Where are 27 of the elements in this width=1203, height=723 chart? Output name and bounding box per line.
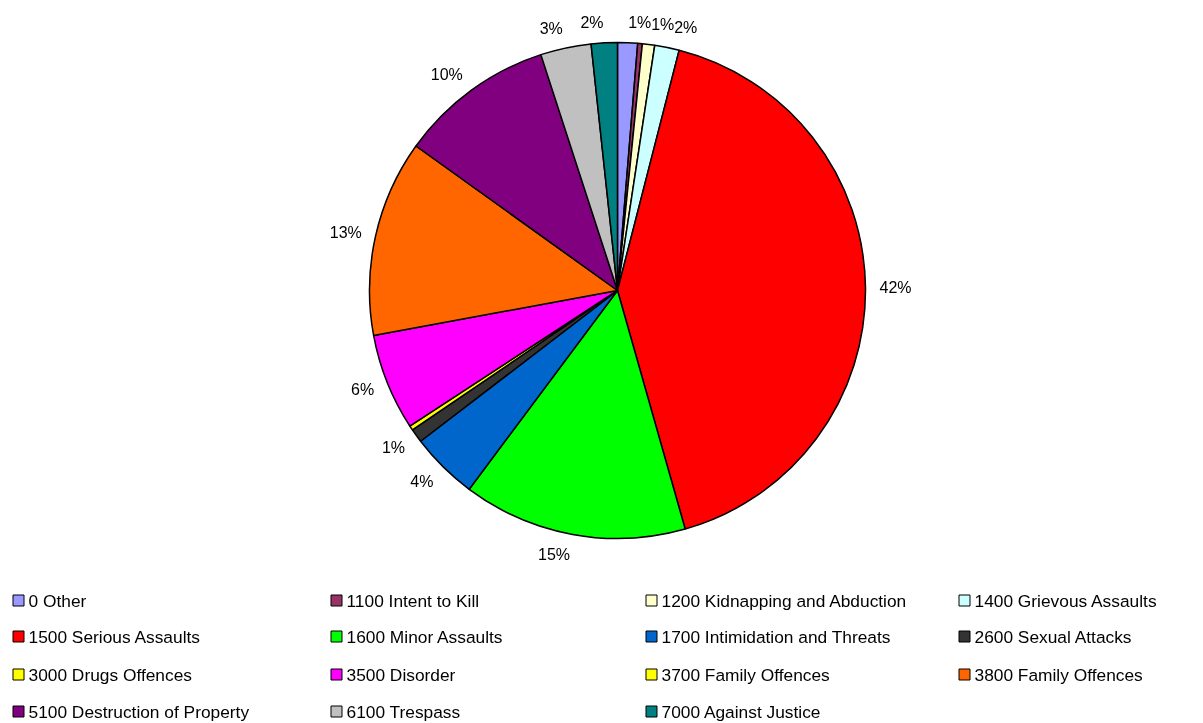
legend-label: 2600 Sexual Attacks [974, 626, 1132, 647]
legend-label: 5100 Destruction of Property [28, 701, 250, 722]
legend-label: 3000 Drugs Offences [28, 664, 193, 685]
data-label: 2% [580, 14, 604, 32]
data-label: 1% [628, 14, 652, 32]
data-label: 3% [539, 19, 563, 37]
data-label: 1% [651, 16, 675, 34]
data-label: 4% [410, 472, 434, 490]
legend-label: 1600 Minor Assaults [346, 626, 503, 647]
legend-label: 3800 Family Offences [974, 664, 1144, 685]
data-label: 2% [674, 19, 698, 37]
legend-label: 1700 Intimidation and Threats [661, 626, 891, 647]
legend-label: 1100 Intent to Kill [346, 590, 480, 611]
data-label: 10% [430, 65, 463, 83]
data-label: 13% [329, 223, 362, 241]
legend-label: 1200 Kidnapping and Abduction [661, 590, 907, 611]
data-label: 1% [381, 438, 406, 456]
data-label: 6% [351, 381, 375, 399]
legend-label: 3700 Family Offences [661, 664, 831, 685]
data-label: 15% [538, 545, 571, 563]
legend-label: 0 Other [28, 590, 87, 611]
legend-label: 6100 Trespass [346, 701, 461, 722]
data-label: 42% [879, 278, 912, 296]
legend-label: 7000 Against Justice [661, 701, 821, 722]
legend-label: 3500 Disorder [346, 664, 456, 685]
legend-label: 1500 Serious Assaults [28, 626, 201, 647]
legend-label: 1400 Grievous Assaults [974, 590, 1157, 611]
